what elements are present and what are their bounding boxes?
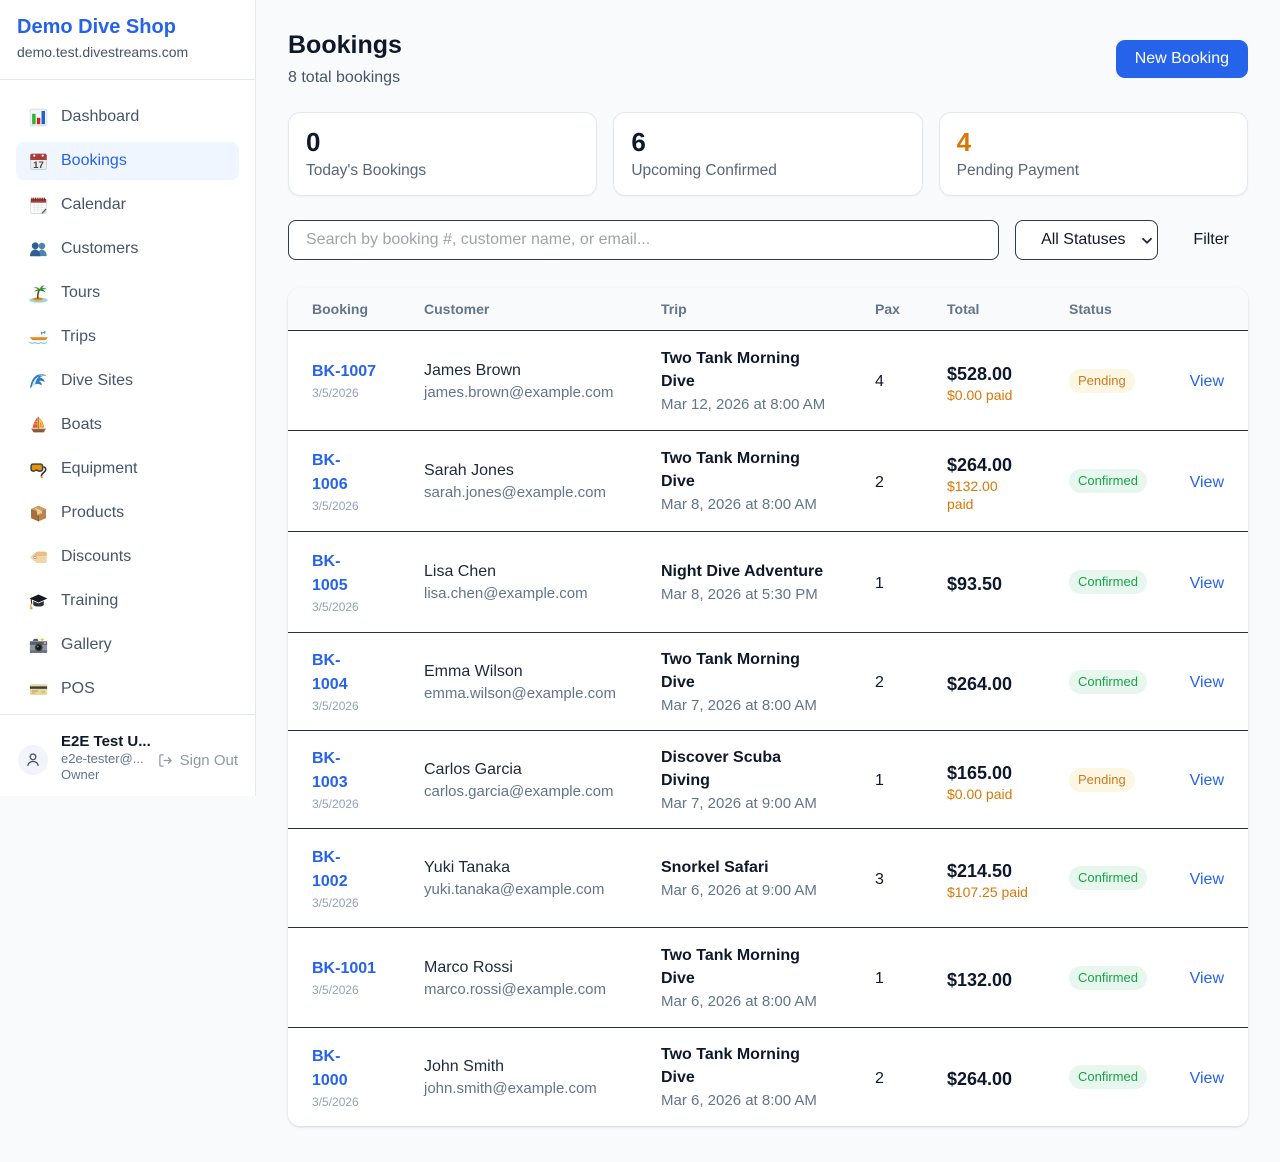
svg-text:17: 17 [33,159,44,170]
